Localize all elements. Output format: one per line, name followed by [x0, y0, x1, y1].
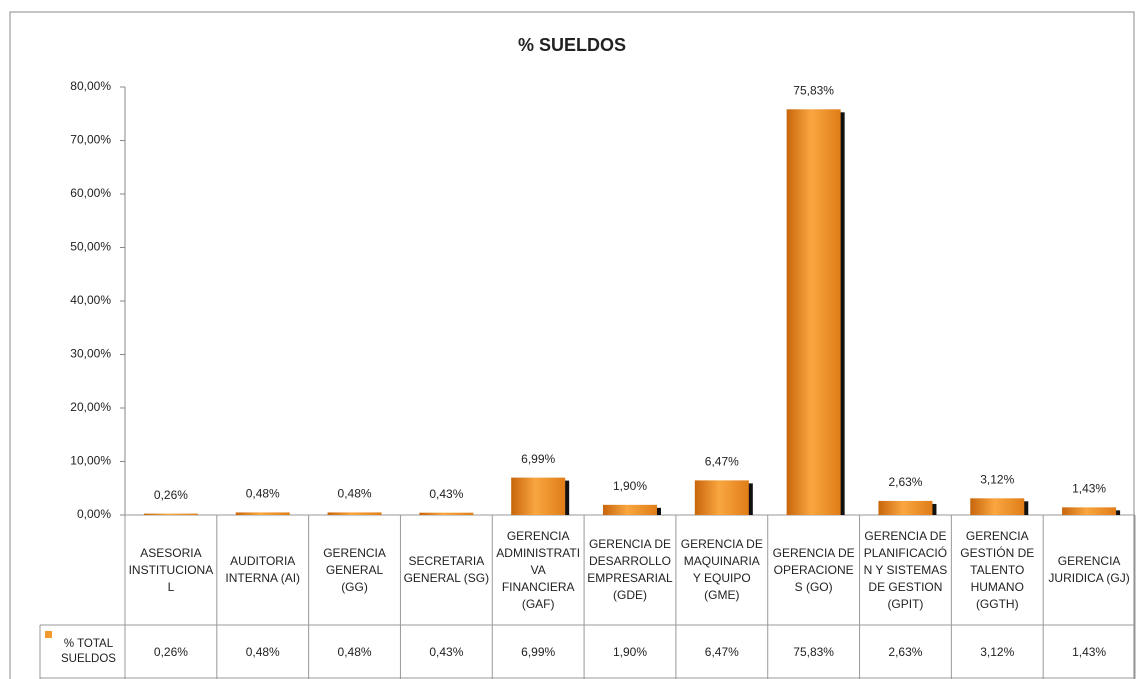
bar: [511, 477, 566, 515]
legend-marker: [45, 631, 52, 638]
category-label: GERENCIA GESTIÓN DE TALENTO HUMANO (GGTH…: [960, 528, 1035, 611]
y-tick-label: 70,00%: [70, 133, 111, 147]
bar: [235, 512, 290, 515]
table-value: 1,43%: [1072, 644, 1107, 659]
y-tick-label: 40,00%: [70, 293, 111, 307]
data-label: 3,12%: [980, 472, 1014, 486]
data-label: 0,43%: [429, 487, 463, 501]
bar: [786, 109, 841, 515]
category-label: GERENCIA DE OPERACIONES (GO): [772, 545, 855, 594]
table-value: 2,63%: [888, 644, 923, 659]
y-tick-label: 30,00%: [70, 347, 111, 361]
data-label: 0,48%: [246, 487, 280, 501]
table-value: 3,12%: [980, 644, 1015, 659]
data-label: 2,63%: [888, 475, 922, 489]
bar: [419, 512, 474, 515]
table-value: 0,48%: [337, 644, 372, 659]
category-label: GERENCIA DE DESARROLLO EMPRESARIAL (GDE): [587, 537, 673, 602]
table-value: 0,26%: [153, 644, 188, 659]
y-tick-label: 80,00%: [70, 79, 111, 93]
category-label: GERENCIA JURIDICA (GJ): [1048, 554, 1130, 585]
y-tick-label: 10,00%: [70, 454, 111, 468]
bar: [327, 512, 382, 515]
category-label: SECRETARIA GENERAL (SG): [403, 554, 490, 585]
data-label: 6,99%: [521, 452, 555, 466]
table-value: 6,99%: [521, 644, 556, 659]
bar: [878, 500, 933, 515]
bar: [603, 504, 657, 515]
table-value: 1,90%: [612, 644, 647, 659]
legend-label: % TOTAL SUELDOS: [61, 638, 116, 665]
category-label: GERENCIA DE MAQUINARIA Y EQUIPO (GME): [680, 537, 763, 602]
data-label: 1,90%: [613, 479, 647, 493]
y-tick-label: 60,00%: [70, 186, 111, 200]
category-label: AUDITORIA INTERNA (AI): [225, 554, 301, 585]
table-value: 75,83%: [793, 644, 834, 659]
table-value: 0,43%: [429, 644, 464, 659]
bar: [143, 513, 198, 515]
category-label: ASESORIA INSTITUCIONAL: [128, 545, 214, 594]
category-label: GERENCIA DE PLANIFICACIÓN Y SISTEMAS DE …: [863, 528, 948, 611]
category-label: GERENCIA ADMINISTRATIVA FINANCIERA (GAF): [496, 528, 581, 611]
category-label: GERENCIA GENERAL (GG): [323, 545, 386, 594]
y-tick-label: 50,00%: [70, 240, 111, 254]
data-label: 0,26%: [154, 488, 188, 502]
data-label: 75,83%: [793, 83, 834, 97]
bar: [694, 480, 749, 515]
chart-title: % SUELDOS: [518, 35, 626, 55]
data-label: 1,43%: [1072, 482, 1106, 496]
table-value: 0,48%: [245, 644, 280, 659]
y-tick-label: 20,00%: [70, 400, 111, 414]
bar: [1062, 507, 1117, 515]
y-tick-label: 0,00%: [77, 507, 111, 521]
data-label: 6,47%: [705, 455, 739, 469]
table-value: 6,47%: [704, 644, 739, 659]
data-label: 0,48%: [338, 487, 372, 501]
bar: [970, 498, 1025, 515]
chart-border: [9, 11, 1135, 679]
